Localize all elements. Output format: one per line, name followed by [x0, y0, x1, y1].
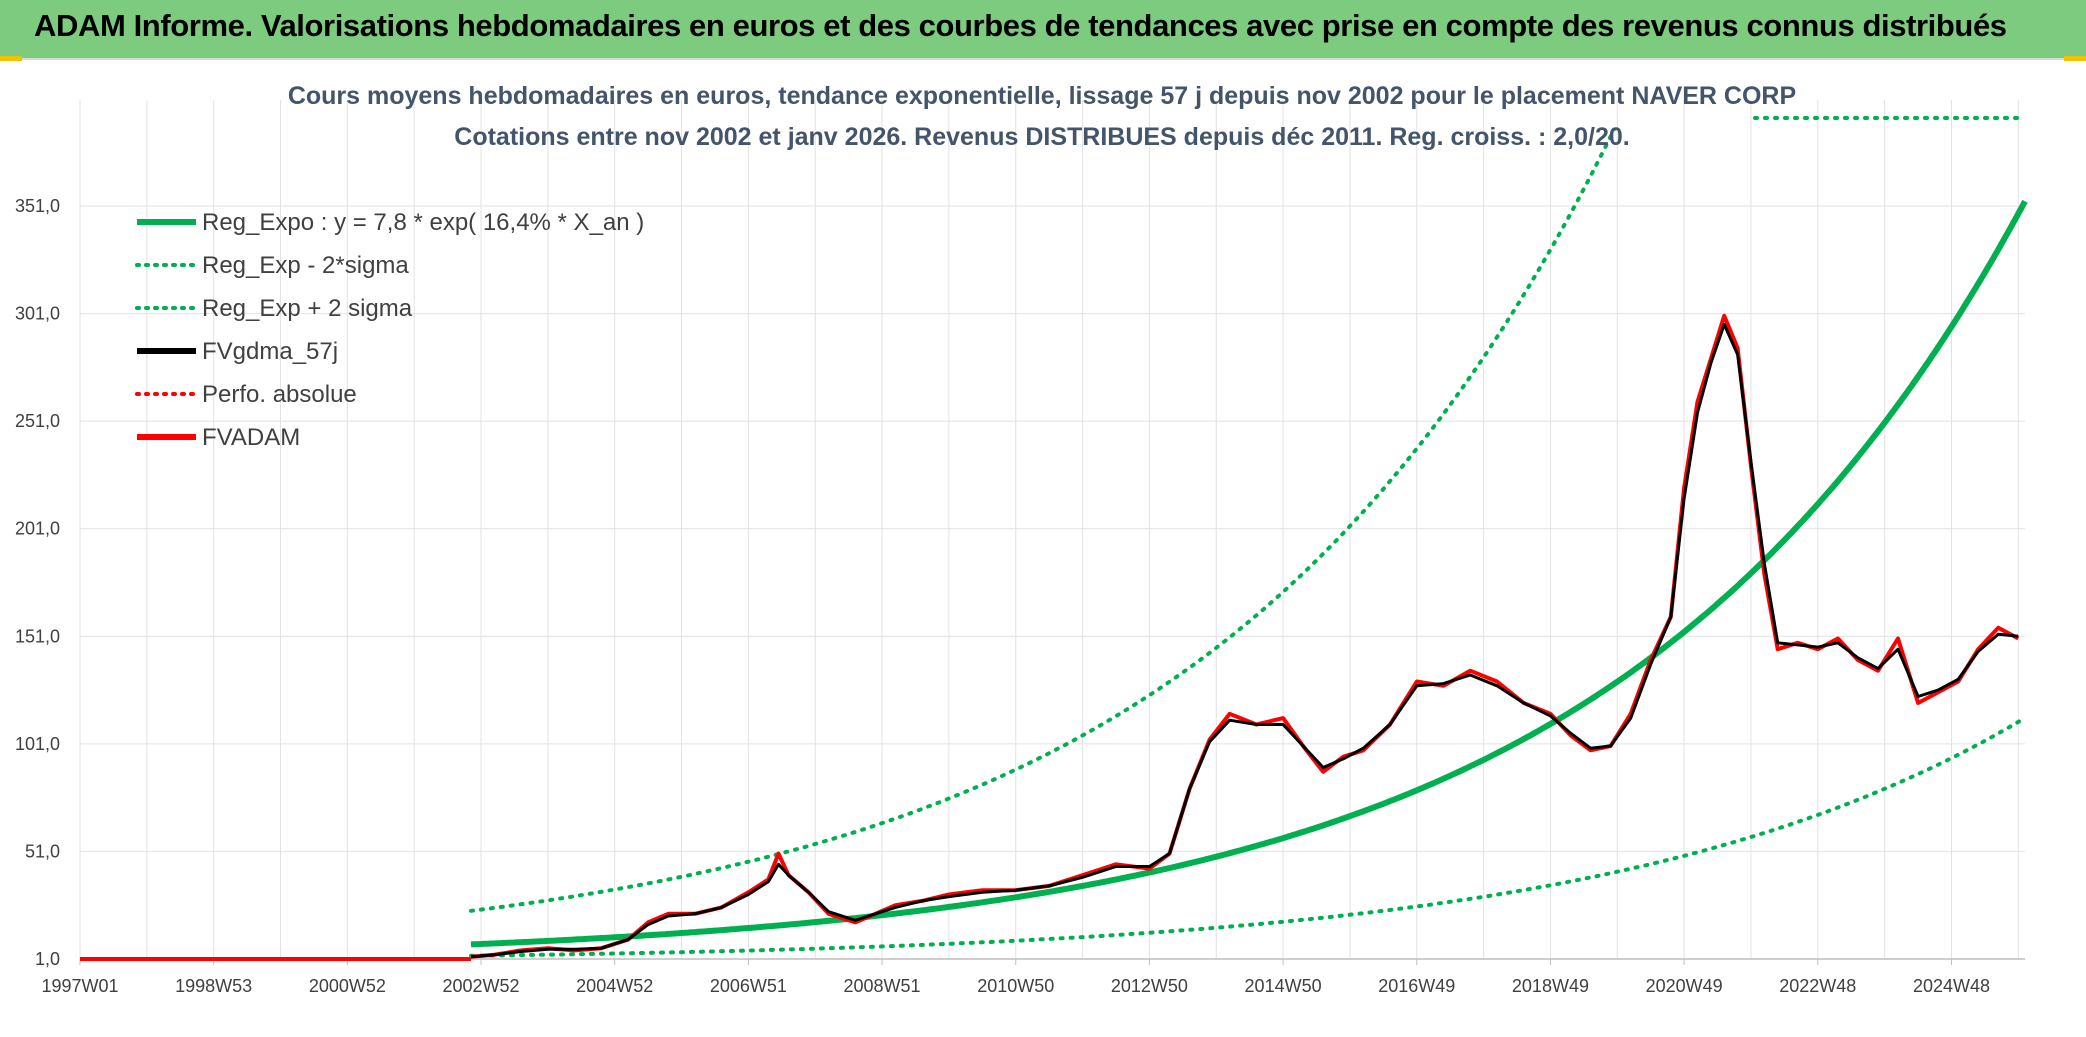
chart-legend: Reg_Expo : y = 7,8 * exp( 16,4% * X_an )…	[135, 209, 644, 451]
y-tick-label: 1,0	[35, 949, 60, 969]
legend-label: FVgdma_57j	[202, 338, 338, 365]
y-tick-label: 101,0	[15, 734, 60, 754]
series-line-reg-expo	[470, 199, 2028, 948]
chart-grid	[79, 100, 2025, 960]
legend-label: FVADAM	[202, 424, 300, 451]
chart-series	[80, 130, 2028, 961]
x-tick-label: 2010W50	[977, 976, 1054, 996]
corner-marker-left	[0, 56, 22, 61]
x-tick-label: 2000W52	[309, 976, 386, 996]
chart-subtitle: Cotations entre nov 2002 et janv 2026. R…	[454, 123, 1629, 151]
legend-label: Perfo. absolue	[202, 381, 357, 408]
x-tick-label: 2018W49	[1512, 976, 1589, 996]
chart-axes: 1,0 51,0 101,0 151,0 201,0 251,0 301,0 351,0 199…	[15, 196, 2025, 996]
y-tick-label: 151,0	[15, 626, 60, 646]
legend-label: Reg_Exp + 2 sigma	[202, 295, 413, 322]
legend-label: Reg_Expo : y = 7,8 * exp( 16,4% * X_an )	[202, 209, 644, 236]
x-tick-label: 2008W51	[844, 976, 921, 996]
x-tick-label: 1997W01	[41, 976, 118, 996]
x-tick-label: 2020W49	[1646, 976, 1723, 996]
corner-marker-right	[2064, 56, 2086, 61]
chart-title: Cours moyens hebdomadaires en euros, ten…	[288, 82, 1796, 110]
x-tick-label: 2024W48	[1913, 976, 1990, 996]
y-tick-label: 201,0	[15, 519, 60, 539]
series-line-reg-minus-2sigma	[469, 716, 2027, 958]
y-tick-label: 51,0	[25, 841, 60, 861]
x-tick-label: 1998W53	[175, 976, 252, 996]
x-tick-label: 2012W50	[1111, 976, 1188, 996]
x-tick-label: 2014W50	[1245, 976, 1322, 996]
y-tick-label: 351,0	[15, 196, 60, 216]
trend-chart: 1,0 51,0 101,0 151,0 201,0 251,0 301,0 351,0 199…	[15, 82, 2028, 996]
x-tick-label: 2022W48	[1779, 976, 1856, 996]
series-line-fvgdma-57j	[470, 322, 2019, 959]
page-title: ADAM Informe. Valorisations hebdomadaire…	[34, 8, 2007, 43]
x-tick-label: 2004W52	[576, 976, 653, 996]
x-tick-label: 2016W49	[1378, 976, 1455, 996]
x-tick-label: 2006W51	[710, 976, 787, 996]
series-line-fvadam	[470, 313, 2020, 959]
series-line-reg-plus-2sigma	[469, 130, 1616, 913]
y-tick-label: 301,0	[15, 304, 60, 324]
x-tick-label: 2002W52	[442, 976, 519, 996]
y-tick-label: 251,0	[15, 411, 60, 431]
legend-label: Reg_Exp - 2*sigma	[202, 252, 409, 279]
header-banner: ADAM Informe. Valorisations hebdomadaire…	[0, 0, 2086, 60]
